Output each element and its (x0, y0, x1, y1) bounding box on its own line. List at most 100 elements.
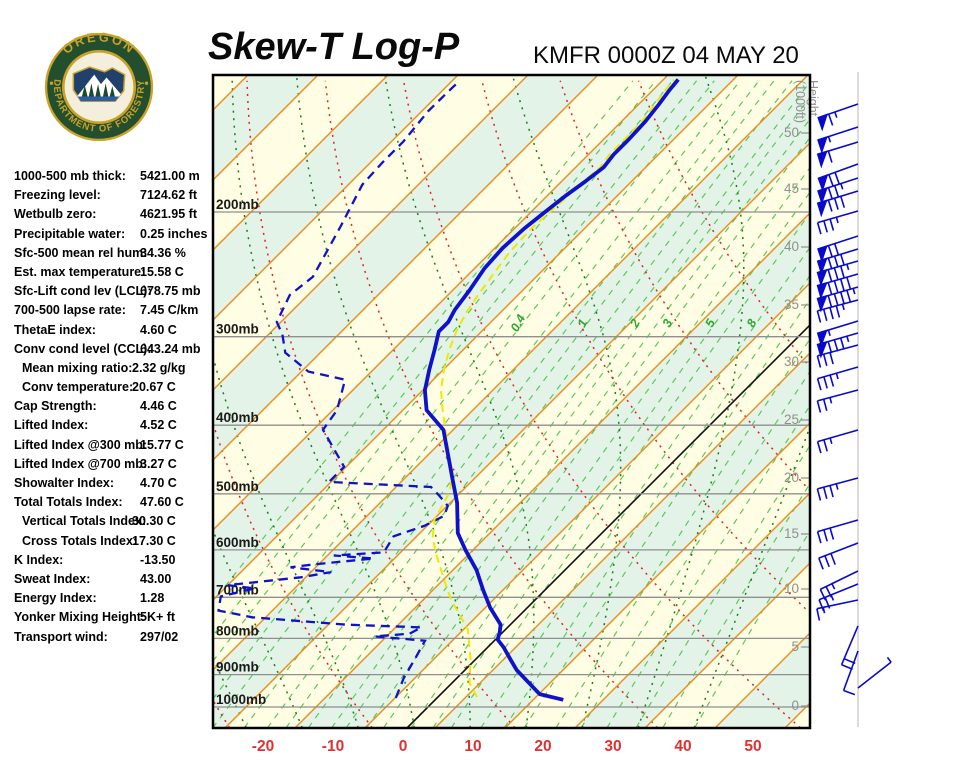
wind-barb (816, 260, 859, 287)
index-value: 47.60 C (140, 495, 184, 510)
svg-text:50: 50 (744, 738, 761, 755)
station-datetime: KMFR 0000Z 04 MAY 20 (533, 42, 799, 69)
wind-barb (816, 286, 859, 313)
indices-panel: 1000-500 mb thick: 5421.00 m Freezing leve… (14, 169, 214, 649)
index-value: 7.45 C/km (140, 303, 199, 318)
wind-barb (817, 163, 859, 193)
logo-separator-right (144, 81, 149, 85)
index-row: Sfc-Lift cond lev (LCL): 678.75 mb (14, 284, 214, 303)
wind-barb (818, 542, 859, 570)
svg-text:-20: -20 (252, 738, 274, 755)
wind-barb (816, 344, 859, 368)
index-row: Mean mixing ratio: 2.32 g/kg (14, 361, 214, 380)
index-value: 5421.00 m (140, 169, 200, 183)
index-label: Vertical Totals Index: (22, 514, 147, 529)
index-value: 20.67 C (132, 380, 176, 395)
temperature-trace (423, 78, 680, 702)
wind-barb (840, 625, 859, 671)
index-row: Cap Strength: 4.46 C (14, 399, 214, 418)
index-row: Lifted Index @700 mb: 3.27 C (14, 457, 214, 476)
pressure-labels: 200mb 300mb 400mb 500mb 600mb 700mb 800mb 900mb… (216, 197, 266, 707)
wind-barb (816, 141, 859, 169)
index-row: 700-500 lapse rate: 7.45 C/km (14, 303, 214, 322)
svg-text:-10: -10 (322, 738, 344, 755)
index-row: Lifted Index: 4.52 C (14, 418, 214, 437)
svg-text:700mb: 700mb (216, 582, 259, 597)
index-label: Precipitable water: (14, 226, 126, 241)
index-row: Wetbulb zero: 4621.95 ft (14, 207, 214, 226)
index-value: 4621.95 ft (140, 207, 197, 222)
index-label: K Index: (14, 552, 64, 567)
index-row: Freezing level: 7124.62 ft (14, 188, 214, 207)
index-label: Cap Strength: (14, 399, 97, 414)
index-label: Conv temperature: (22, 380, 134, 395)
height-axis-units: (1000ft) (793, 80, 807, 123)
wind-barb (816, 519, 859, 544)
index-row: ThetaE index: 4.60 C (14, 323, 214, 342)
svg-text:50: 50 (784, 125, 799, 140)
wind-barb (816, 320, 859, 348)
logo-water (73, 96, 125, 102)
index-row: K Index: -13.50 (14, 553, 214, 572)
index-label: Total Totals Index: (14, 495, 123, 510)
wind-barb (817, 235, 859, 263)
wind-barb (857, 656, 892, 689)
index-label: Sfc-Lift cond lev (LCL): (14, 284, 152, 299)
index-label: Energy Index: (14, 591, 97, 606)
wind-barbs (816, 103, 892, 696)
wind-barb (816, 599, 859, 621)
agency-logo: OREGON DEPARTMENT OF FORESTRY (44, 30, 154, 142)
index-value: 0.25 inches (140, 226, 208, 241)
wind-barb (817, 103, 859, 132)
index-value: 7124.62 ft (140, 188, 197, 203)
index-row: Cross Totals Index: 17.30 C (14, 534, 214, 553)
wind-barb (842, 650, 859, 696)
index-value: 3.27 C (140, 456, 177, 471)
index-row: Vertical Totals Index: 30.30 C (14, 514, 214, 533)
logo-separator-left (49, 81, 54, 85)
index-value: 643.24 mb (140, 341, 201, 356)
svg-text:20: 20 (784, 470, 799, 485)
index-value: 30.30 C (132, 514, 176, 529)
index-label: Lifted Index @700 mb: (14, 456, 148, 471)
svg-text:30: 30 (604, 738, 621, 755)
index-label: Conv cond level (CCL): (14, 341, 152, 356)
highlight-isotherm (406, 323, 810, 728)
index-value: 2.32 g/kg (132, 360, 186, 375)
svg-text:400mb: 400mb (216, 410, 259, 425)
svg-text:10: 10 (464, 738, 481, 755)
index-row: Est. max temperature: 15.58 C (14, 265, 214, 284)
svg-text:40: 40 (674, 738, 691, 755)
wind-barb (816, 210, 859, 235)
height-axis-title: Height (806, 80, 820, 117)
plot-frame (211, 73, 812, 730)
wind-barb (816, 332, 859, 359)
index-row: Total Totals Index: 47.60 C (14, 495, 214, 514)
index-value: 1.28 (140, 591, 165, 606)
dewpoint-trace (217, 81, 460, 699)
index-label: Freezing level: (14, 188, 101, 203)
index-row: Conv temperature: 20.67 C (14, 380, 214, 399)
index-label: ThetaE index: (14, 322, 96, 337)
index-row: Sweat Index: 43.00 (14, 572, 214, 591)
index-value: 4.60 C (140, 322, 177, 337)
svg-text:800mb: 800mb (216, 623, 259, 638)
svg-text:0: 0 (399, 738, 408, 755)
index-row: Lifted Index @300 mb: 15.77 C (14, 438, 214, 457)
svg-text:15: 15 (784, 526, 799, 541)
index-label: Cross Totals Index: (22, 533, 138, 548)
wind-barb (816, 273, 859, 300)
index-label: Sfc-500 mean rel hum: (14, 245, 148, 260)
index-label: Yonker Mixing Height: (14, 610, 146, 625)
index-value: 297/02 (140, 629, 179, 644)
index-row: Showalter Index: 4.70 C (14, 476, 214, 495)
index-row: Precipitable water: 0.25 inches (14, 227, 214, 246)
index-row: 1000-500 mb thick: 5421.00 m (14, 169, 214, 188)
index-label: Lifted Index @300 mb: (14, 437, 148, 452)
index-value: 5K+ ft (140, 610, 176, 625)
index-row: Conv cond level (CCL): 643.24 mb (14, 342, 214, 361)
wind-barb (816, 299, 859, 323)
index-row: Energy Index: 1.28 (14, 591, 214, 610)
